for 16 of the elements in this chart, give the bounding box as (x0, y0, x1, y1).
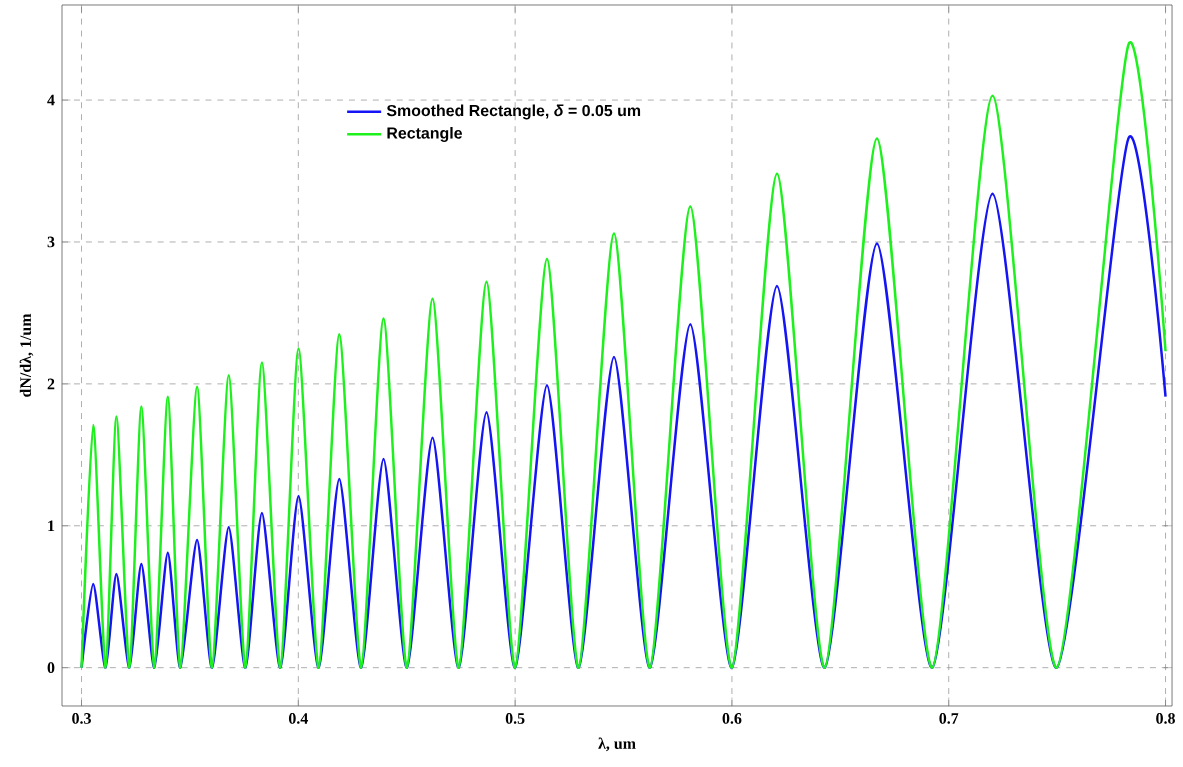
y-tick-label: 4 (47, 94, 55, 106)
legend-label: Rectangle (387, 126, 463, 142)
y-tick-label: 1 (48, 520, 55, 532)
x-tick-label: 0.7 (939, 713, 959, 724)
y-tick-label: 0 (47, 662, 55, 674)
x-tick-label: 0.5 (505, 713, 525, 724)
x-tick-label: 0.4 (288, 713, 308, 724)
x-tick-label: 0.6 (722, 713, 742, 724)
y-tick-label: 3 (47, 236, 55, 248)
y-tick-label: 2 (47, 378, 55, 390)
x-tick-label: 0.8 (1156, 713, 1175, 724)
x-tick-label: 0.3 (72, 713, 91, 724)
legend-label: Smoothed Rectangle, δ = 0.05 um (386, 104, 641, 120)
x-axis-title: λ, um (598, 737, 636, 752)
y-axis-title: dN/dλ, 1/um (19, 313, 34, 397)
line-series (80, 43, 1167, 669)
